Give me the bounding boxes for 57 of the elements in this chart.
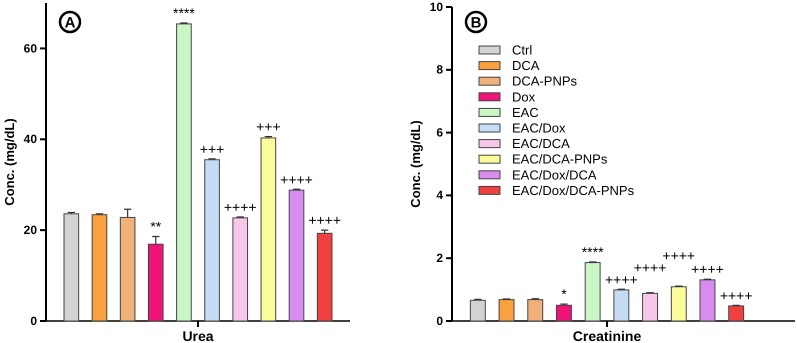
y-tick-label: 6 <box>436 125 444 140</box>
y-tick-label: 0 <box>436 314 444 328</box>
bar <box>92 214 108 322</box>
legend-label: EAC/DCA-PNPs <box>512 152 608 167</box>
bar <box>176 23 192 322</box>
data-label: ++++ <box>691 261 724 278</box>
bar <box>642 292 658 322</box>
bar <box>670 286 687 322</box>
y-tick-label: 2 <box>436 251 444 266</box>
bar <box>584 262 601 322</box>
data-label: +++ <box>256 118 281 135</box>
bar <box>498 299 514 322</box>
data-label: ++++ <box>720 287 753 304</box>
data-label: **** <box>582 244 604 260</box>
data-label: +++ <box>200 140 224 157</box>
bar <box>64 213 80 322</box>
legend-label: Ctrl <box>512 42 532 58</box>
legend-label: EAC <box>512 104 539 120</box>
bar <box>148 244 164 322</box>
y-tick-label: 40 <box>24 132 38 146</box>
data-label: ++++ <box>280 171 313 188</box>
y-tick-label: 4 <box>436 188 444 202</box>
bar <box>527 299 544 322</box>
legend-label: EAC/DCA <box>512 136 570 152</box>
data-label: **** <box>173 4 196 21</box>
bar <box>556 304 572 322</box>
x-tick-label: Creatinine <box>572 328 642 343</box>
text: A <box>64 14 76 32</box>
data-label: ** <box>150 218 162 235</box>
y-axis-title: Conc. (mg/dL) <box>408 120 423 208</box>
y-axis-title: Conc. (mg/dL) <box>2 118 17 206</box>
data-label: ++++ <box>224 198 257 215</box>
legend-label: Dox <box>512 89 536 104</box>
bar <box>120 216 136 322</box>
legend-label: EAC/Dox/DCA-PNPs <box>512 182 635 198</box>
text: B <box>470 14 482 32</box>
data-label: ++++ <box>308 212 342 228</box>
bar <box>470 300 486 322</box>
y-tick-label: 10 <box>430 0 444 14</box>
bar <box>728 305 744 322</box>
legend-label: EAC/Dox/DCA <box>512 167 597 182</box>
bar <box>232 217 248 322</box>
bar <box>288 190 304 322</box>
y-tick-label: 0 <box>30 314 38 328</box>
legend-label: DCA <box>512 58 540 74</box>
legend-label: EAC/Dox <box>512 120 566 136</box>
bar <box>613 289 630 322</box>
bar <box>204 159 220 322</box>
data-label: * <box>561 286 568 302</box>
bar <box>260 137 276 322</box>
y-tick-label: 20 <box>24 222 38 237</box>
bar <box>700 279 716 322</box>
bar <box>316 232 332 322</box>
y-tick-label: 60 <box>24 41 38 56</box>
y-tick-label: 8 <box>436 62 444 77</box>
legend-label: DCA-PNPs <box>512 74 578 89</box>
x-tick-label: Urea <box>182 328 214 343</box>
